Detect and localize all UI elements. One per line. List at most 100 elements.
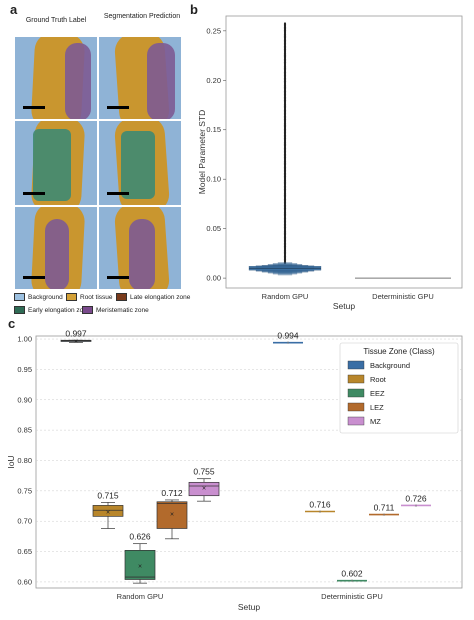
- outlier-point: [283, 138, 287, 141]
- mean-marker: ×: [287, 341, 290, 347]
- ytick-label-b: 0.20: [206, 76, 221, 85]
- outlier-point: [283, 152, 287, 156]
- ylabel-b: Model Parameter STD: [197, 110, 207, 195]
- outlier-point: [283, 47, 287, 50]
- outlier-point: [283, 162, 287, 165]
- boxen-box: [277, 262, 293, 276]
- value-label: 0.755: [193, 467, 215, 477]
- outlier-point: [283, 206, 287, 209]
- outlier-point: [283, 74, 287, 77]
- outlier-point: [283, 52, 287, 55]
- legend-a-item: Meristematic zone: [82, 306, 149, 314]
- outlier-point: [283, 190, 287, 194]
- outlier-point: [283, 175, 287, 178]
- outlier-point: [283, 42, 287, 45]
- ytick-label-b: 0.05: [206, 224, 221, 233]
- outlier-point: [283, 119, 287, 122]
- outlier-point: [283, 136, 287, 139]
- xlabel-c: Setup: [238, 602, 260, 612]
- scale-bar: [107, 192, 129, 195]
- outlier-point: [283, 72, 287, 75]
- box-mz: [188, 481, 220, 497]
- outlier-point: [283, 262, 287, 265]
- root-image-1: [14, 36, 98, 120]
- legend-c-label: MZ: [370, 417, 381, 426]
- outlier-point: [283, 250, 287, 253]
- scale-bar: [107, 106, 129, 109]
- outlier-point: [283, 63, 287, 67]
- outlier-point: [283, 142, 287, 145]
- outlier-point: [283, 73, 287, 76]
- outlier-point: [283, 224, 287, 227]
- legend-c-swatch: [347, 388, 365, 398]
- mean-marker: ×: [383, 513, 386, 519]
- mean-marker: ×: [106, 510, 110, 517]
- outlier-point: [283, 128, 287, 131]
- outlier-point: [283, 56, 287, 60]
- legend-a-item: Late elongation zone: [116, 293, 190, 301]
- outlier-point: [283, 77, 287, 80]
- outlier-point: [283, 90, 287, 93]
- header-ground-truth: Ground Truth Label: [25, 17, 87, 24]
- outlier-point: [283, 65, 287, 68]
- outlier-point: [283, 135, 287, 138]
- outlier-point: [283, 25, 287, 29]
- legend-a-item: Root tissue: [66, 293, 113, 301]
- outlier-point: [283, 143, 287, 146]
- legend-c-swatch: [347, 374, 365, 384]
- outlier-point: [283, 200, 287, 203]
- outlier-point: [283, 105, 287, 108]
- outlier-point: [283, 23, 287, 26]
- panel-a-letter: a: [10, 2, 18, 17]
- outlier-point: [283, 182, 287, 185]
- outlier-point: [283, 35, 287, 38]
- boxen-box: [248, 266, 322, 271]
- outlier-point: [283, 81, 287, 84]
- outlier-point: [283, 34, 287, 37]
- outlier-point: [283, 110, 287, 113]
- outlier-point: [283, 101, 287, 105]
- outlier-point: [283, 141, 287, 144]
- outlier-point: [283, 154, 287, 157]
- outlier-point: [283, 208, 287, 211]
- outlier-point: [283, 215, 287, 219]
- outlier-point: [283, 80, 287, 83]
- outlier-point: [283, 246, 287, 249]
- outlier-point: [283, 97, 287, 100]
- outlier-point: [283, 43, 287, 46]
- outlier-point: [283, 219, 287, 222]
- outlier-point: [283, 207, 287, 210]
- outlier-point: [283, 68, 287, 71]
- outlier-point: [283, 69, 287, 73]
- outlier-point: [283, 118, 287, 121]
- value-label: 0.626: [129, 532, 151, 542]
- legend-a-item: Background: [14, 293, 63, 301]
- outlier-point: [283, 209, 287, 213]
- outlier-point: [283, 93, 287, 96]
- outlier-point: [283, 195, 287, 198]
- outlier-point: [283, 41, 287, 44]
- xtick-label-b: Deterministic GPU: [372, 292, 434, 301]
- outlier-point: [283, 240, 287, 244]
- outlier-point: [283, 252, 287, 255]
- header-segmentation: Segmentation Prediction: [103, 13, 181, 20]
- value-label: 0.715: [97, 490, 119, 500]
- outlier-point: [283, 228, 287, 232]
- outlier-point: [283, 58, 287, 61]
- legend-swatch: [82, 306, 93, 314]
- outlier-point: [283, 213, 287, 216]
- outlier-point: [283, 85, 287, 88]
- outlier-point: [283, 113, 287, 117]
- outlier-point: [283, 98, 287, 101]
- legend-c-label: Root: [370, 375, 387, 384]
- ytick-label-c: 0.70: [17, 517, 32, 526]
- xtick-label-c: Random GPU: [117, 592, 164, 601]
- outlier-point: [283, 44, 287, 48]
- outlier-point: [283, 225, 287, 228]
- legend-label: Early elongation zone: [28, 306, 91, 314]
- root-image-5: [14, 206, 98, 290]
- outlier-point: [283, 24, 287, 27]
- outlier-point: [283, 161, 287, 164]
- legend-label: Root tissue: [80, 293, 113, 301]
- value-label: 0.997: [65, 328, 87, 338]
